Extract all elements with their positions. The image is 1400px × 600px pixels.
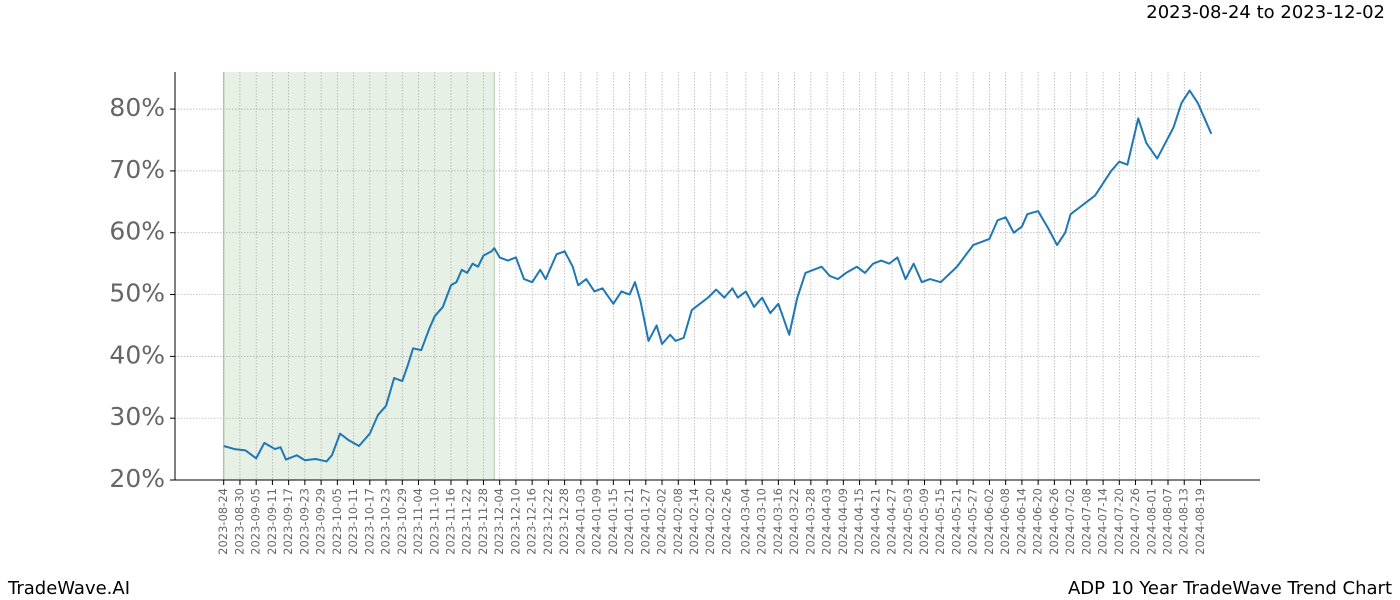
x-tick-label: 2023-09-29: [314, 488, 328, 555]
brand: TradeWave.AI: [7, 578, 130, 599]
x-tick-label: 2024-02-02: [655, 488, 669, 555]
x-tick-label: 2024-04-21: [868, 488, 882, 555]
x-tick-label: 2024-05-27: [966, 488, 980, 555]
y-tick-label: 80%: [109, 93, 165, 122]
x-tick-label: 2024-06-14: [1014, 488, 1028, 555]
x-tick-label: 2024-04-15: [852, 488, 866, 555]
x-tick-label: 2024-05-09: [917, 488, 931, 555]
x-tick-label: 2023-11-04: [411, 488, 425, 555]
x-tick-label: 2024-03-22: [787, 488, 801, 555]
x-tick-label: 2024-07-20: [1112, 488, 1126, 555]
x-tick-label: 2024-02-20: [703, 488, 717, 555]
x-tick-label: 2024-03-04: [738, 488, 752, 555]
x-tick-label: 2024-02-08: [671, 488, 685, 555]
x-tick-label: 2023-10-29: [395, 488, 409, 555]
x-tick-label: 2023-11-28: [476, 488, 490, 555]
x-tick-label: 2023-08-30: [232, 488, 246, 555]
x-tick-label: 2024-01-15: [606, 488, 620, 555]
x-tick-label: 2023-08-24: [216, 488, 230, 555]
y-tick-label: 30%: [109, 402, 165, 431]
x-tick-label: 2024-02-14: [687, 488, 701, 555]
x-tick-label: 2024-07-14: [1096, 488, 1110, 555]
x-tick-label: 2023-12-16: [525, 488, 539, 555]
y-tick-label: 70%: [109, 155, 165, 184]
x-tick-label: 2024-05-21: [949, 488, 963, 555]
x-tick-label: 2024-04-09: [836, 488, 850, 555]
x-tick-label: 2023-09-05: [249, 488, 263, 555]
highlight-region: [223, 72, 495, 480]
x-tick-label: 2024-01-27: [638, 488, 652, 555]
x-tick-label: 2024-08-07: [1161, 488, 1175, 555]
y-tick-label: 50%: [109, 279, 165, 308]
x-tick-label: 2024-05-03: [901, 488, 915, 555]
x-tick-label: 2023-09-23: [297, 488, 311, 555]
x-tick-label: 2023-11-16: [443, 488, 457, 555]
chart-title: 2023-08-24 to 2023-12-02: [1146, 2, 1385, 23]
x-tick-label: 2024-08-19: [1193, 488, 1207, 555]
data-line: [223, 89, 1213, 463]
x-tick-label: 2024-06-20: [1031, 488, 1045, 555]
x-tick-label: 2023-10-05: [330, 488, 344, 555]
x-tick-label: 2024-03-16: [771, 488, 785, 555]
x-tick-label: 2024-04-03: [820, 488, 834, 555]
x-tick-label: 2024-08-01: [1144, 488, 1158, 555]
x-tick-label: 2023-11-22: [460, 488, 474, 555]
x-tick-label: 2023-12-04: [492, 488, 506, 555]
x-tick-label: 2024-04-27: [885, 488, 899, 555]
x-tick-label: 2023-12-28: [557, 488, 571, 555]
x-tick-label: 2024-06-02: [982, 488, 996, 555]
x-tick-label: 2024-03-10: [755, 488, 769, 555]
x-tick-label: 2023-11-10: [427, 488, 441, 555]
x-tick-label: 2023-12-22: [541, 488, 555, 555]
x-tick-label: 2023-12-10: [508, 488, 522, 555]
x-tick-label: 2024-07-02: [1063, 488, 1077, 555]
x-tick-label: 2024-05-15: [933, 488, 947, 555]
x-tick-label: 2023-10-17: [362, 488, 376, 555]
x-tick-label: 2023-09-17: [281, 488, 295, 555]
y-tick-label: 40%: [109, 340, 165, 369]
x-tick-label: 2024-07-08: [1079, 488, 1093, 555]
x-tick-label: 2024-02-26: [719, 488, 733, 555]
chart-subtitle: ADP 10 Year TradeWave Trend Chart: [1068, 578, 1392, 599]
x-tick-label: 2024-01-09: [590, 488, 604, 555]
y-tick-label: 20%: [109, 464, 165, 493]
x-tick-label: 2023-10-23: [379, 488, 393, 555]
x-tick-label: 2024-01-03: [573, 488, 587, 555]
x-tick-label: 2024-08-13: [1177, 488, 1191, 555]
y-tick-label: 60%: [109, 217, 165, 246]
x-tick-label: 2024-07-26: [1128, 488, 1142, 555]
x-tick-label: 2024-06-08: [998, 488, 1012, 555]
x-tick-label: 2023-10-11: [346, 488, 360, 555]
x-tick-label: 2024-06-26: [1047, 488, 1061, 555]
x-tick-label: 2024-03-28: [803, 488, 817, 555]
x-tick-label: 2024-01-21: [622, 488, 636, 555]
x-tick-label: 2023-09-11: [265, 488, 279, 555]
